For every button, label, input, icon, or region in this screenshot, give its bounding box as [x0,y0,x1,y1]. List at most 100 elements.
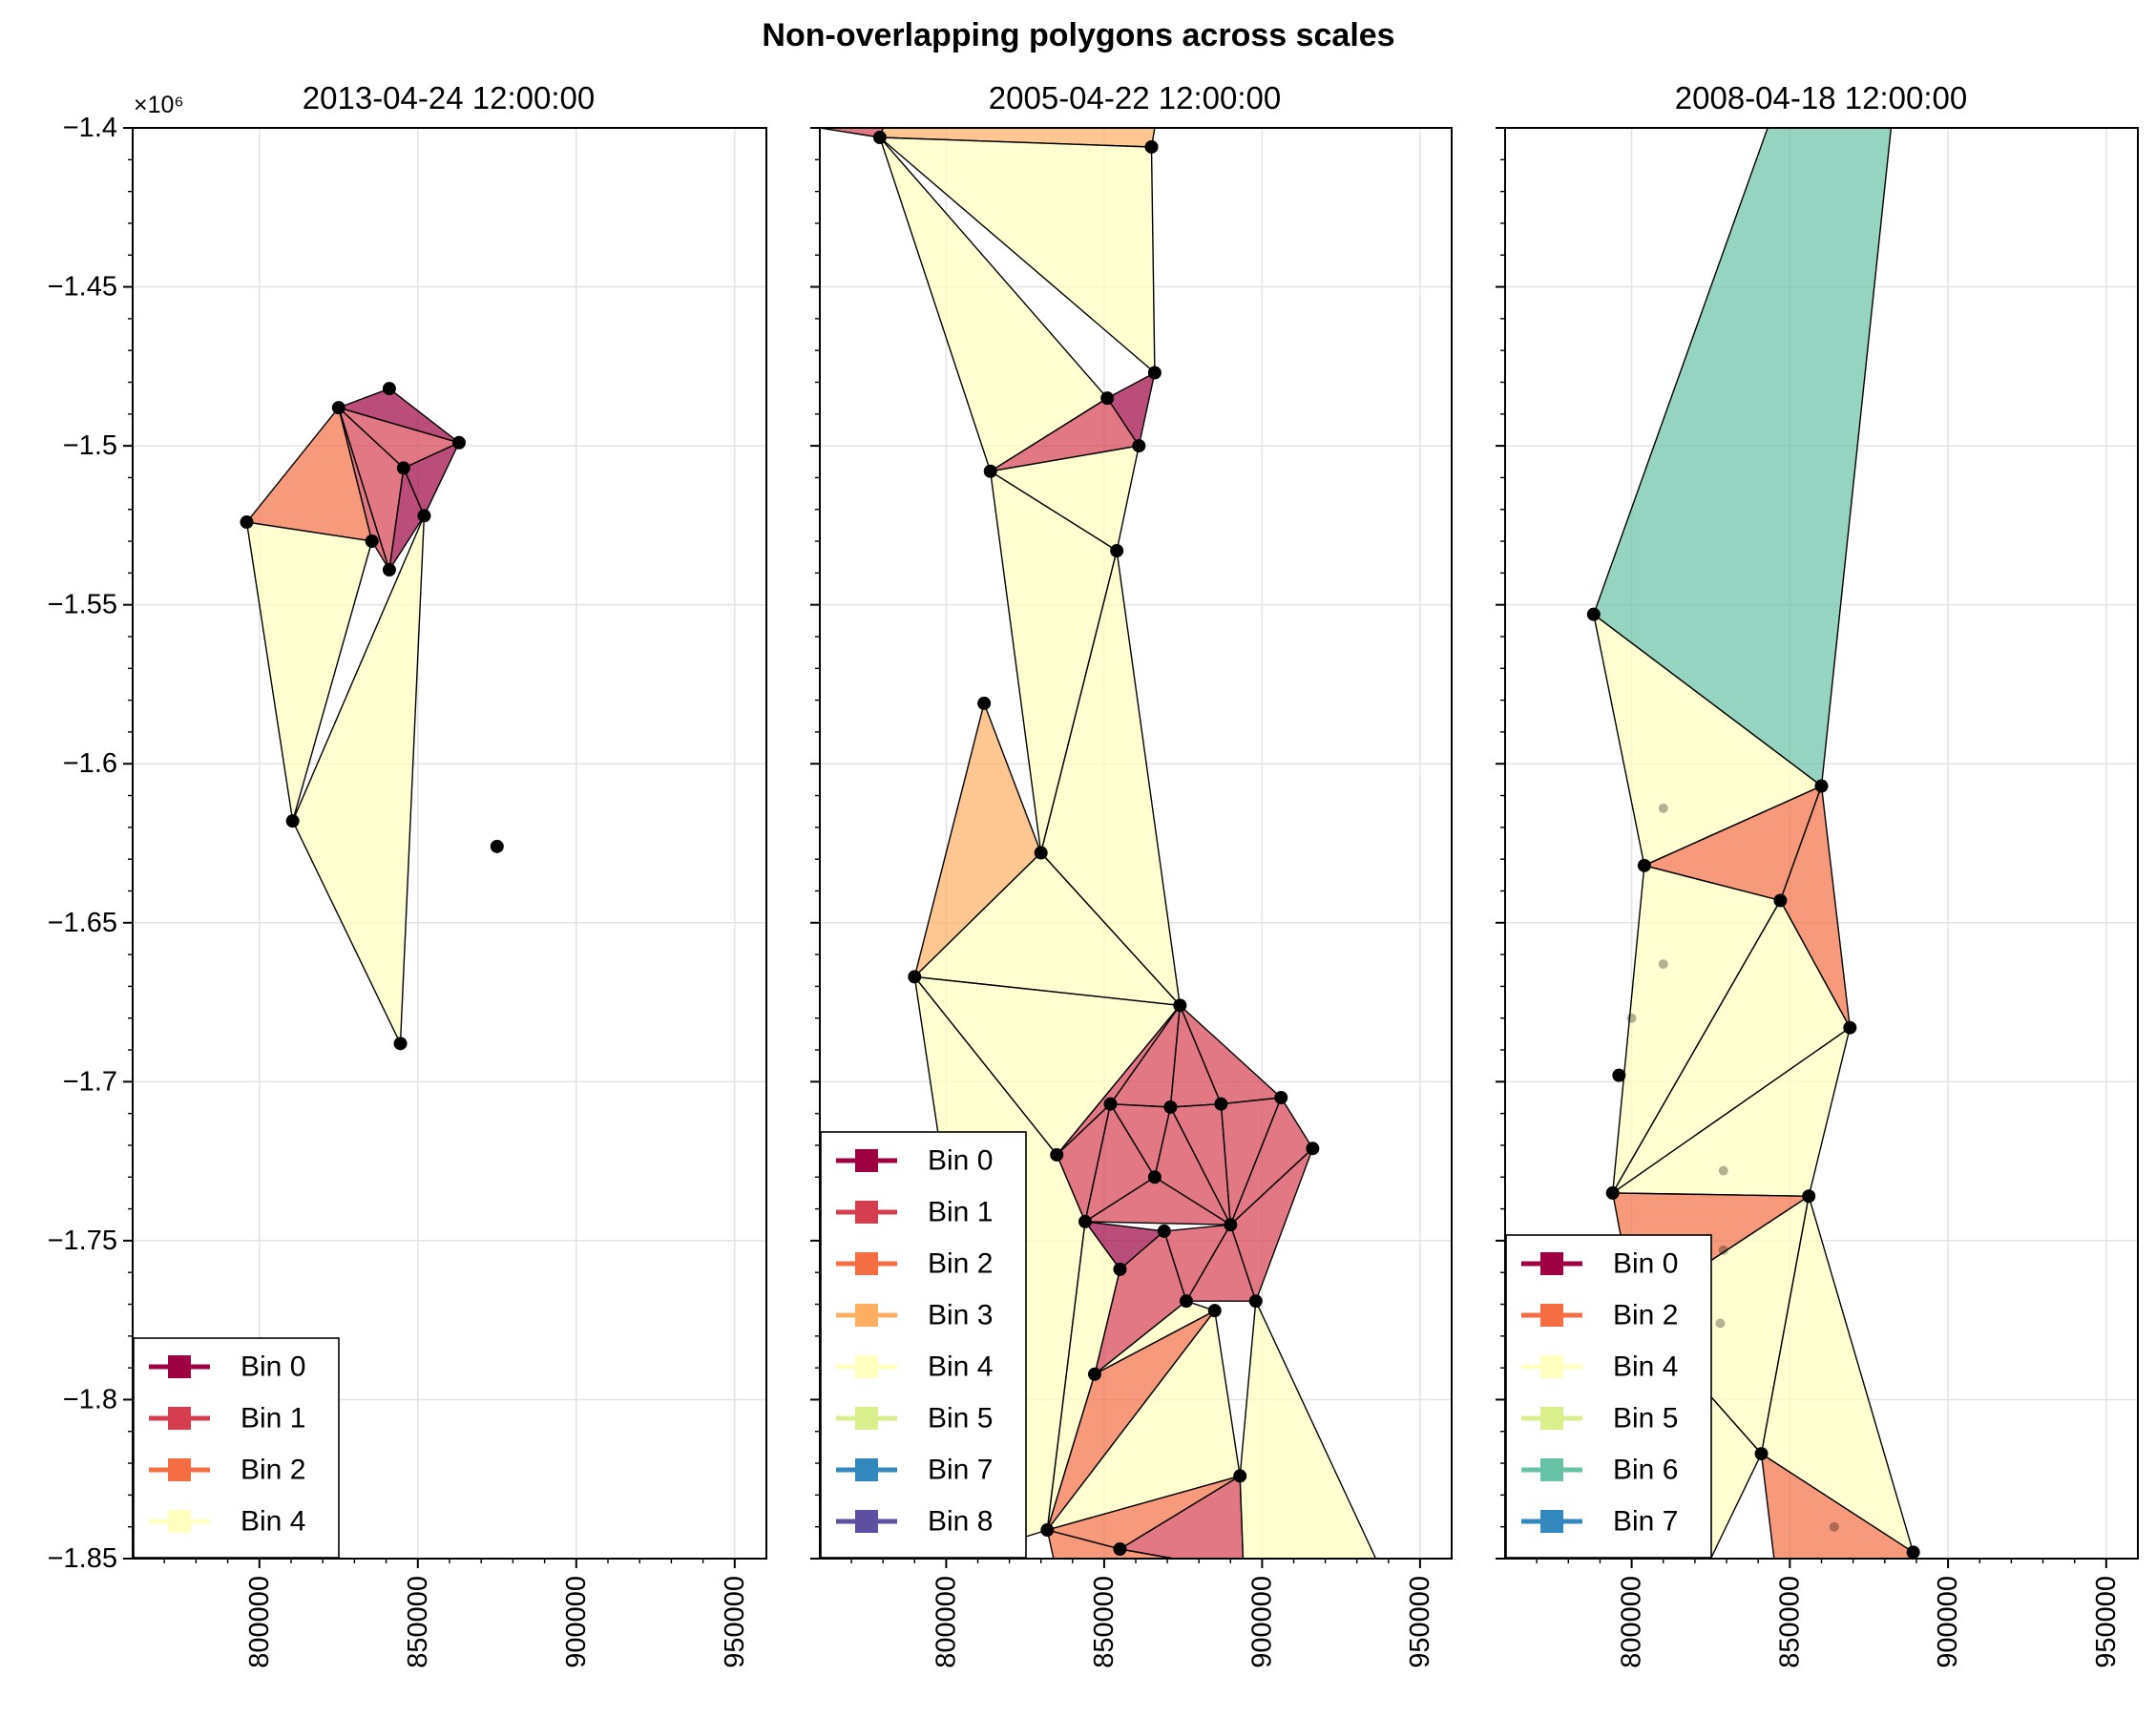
data-point [382,563,396,577]
data-point [1100,391,1115,406]
legend-marker [855,1201,878,1224]
legend-entry-label: Bin 6 [1613,1455,1678,1486]
legend-marker [168,1355,191,1378]
data-point [1173,998,1187,1013]
data-point [1773,893,1788,908]
panel-3: 2008-04-18 12:00:00 800000 850000 900000 95… [1496,80,2139,1668]
legend-marker [855,1252,878,1275]
panel-3-title: 2008-04-18 12:00:00 [1675,80,1967,115]
figure-title: Non-overlapping polygons across scales [762,17,1394,53]
data-point [1843,1020,1857,1035]
x-tick-label: 900000 [561,1576,592,1668]
data-point [1034,846,1048,860]
data-point [1113,1262,1127,1276]
faint-point [1658,959,1668,970]
legend-entry-label: Bin 4 [1613,1351,1678,1383]
x-tick-label: 850000 [1774,1576,1805,1668]
data-point [1110,544,1124,558]
legend-entry-label: Bin 1 [928,1197,993,1228]
data-point [1754,1447,1769,1461]
panel-2-title: 2005-04-22 12:00:00 [989,80,1281,115]
data-point [382,382,396,396]
panel-1-title: 2013-04-24 12:00:00 [303,80,595,115]
y-tick-label: −1.4 [63,113,117,143]
legend-marker [855,1458,878,1481]
data-point [240,515,254,530]
data-point [1179,1294,1193,1309]
data-point [1040,1523,1055,1538]
x-tick-label: 950000 [720,1576,750,1668]
legend-entry-label: Bin 2 [241,1455,305,1486]
data-point [1814,779,1829,793]
polygon-layer [245,388,460,1045]
x-tick-label: 850000 [403,1576,433,1668]
data-point [977,696,992,710]
legend-marker [1540,1252,1563,1275]
legend-marker [1540,1510,1563,1533]
data-point [1637,858,1651,872]
data-point [983,464,997,478]
polygon-bin-1 [1084,1176,1232,1226]
faint-point [1718,1245,1728,1255]
polygon-bin-4 [879,136,1156,374]
faint-point [1715,1318,1726,1329]
data-point [1087,1367,1101,1381]
panel-1: 2013-04-24 12:00:00 ×10⁶ 800000 850000 900… [48,80,767,1668]
y-axis [1496,127,1505,1560]
polygon-bin-2 [1760,1453,1915,1559]
x-tick-label: 900000 [1933,1576,1963,1668]
x-tick-label: 850000 [1089,1576,1120,1668]
y-tick-label: −1.6 [63,748,117,779]
data-point [396,461,410,475]
y-axis: −1.4 −1.45 −1.5 −1.55 −1.6 −1.65 −1.7 −1.75 −1.8… [48,113,133,1574]
legend-entry-label: Bin 0 [241,1351,305,1383]
legend-marker [168,1510,191,1533]
data-point [1306,1142,1320,1156]
point-layer [240,382,504,1051]
legend-marker [855,1407,878,1430]
legend-entry-label: Bin 8 [928,1506,993,1538]
data-point [1078,1214,1093,1228]
legend-box [820,1131,1027,1559]
data-point [1248,1294,1263,1309]
x-axis: 800000 850000 900000 950000 [1536,1559,2122,1668]
data-point [1274,1090,1288,1104]
legend-marker [168,1407,191,1430]
polygon-bin-2 [1046,1529,1175,1559]
data-point [1163,1100,1178,1114]
legend-entry-label: Bin 7 [928,1455,993,1486]
y-tick-label: −1.7 [63,1066,117,1097]
data-point [285,814,300,828]
legend-marker [1540,1355,1563,1378]
data-point [908,970,922,984]
polygon-bin-4 [245,521,373,822]
x-tick-label: 800000 [931,1576,961,1668]
data-point [365,534,379,549]
data-point [1612,1068,1626,1082]
legend-marker [1540,1304,1563,1327]
legend: Bin 0 Bin 1 Bin 2 Bin 3 Bin 4 Bin 5 Bin 7 Bin 8 [820,1131,1027,1559]
legend-marker [1540,1458,1563,1481]
legend-entry-label: Bin 7 [1613,1506,1678,1538]
data-point [1157,1224,1171,1238]
legend-marker [855,1304,878,1327]
x-tick-label: 800000 [1617,1576,1647,1668]
x-tick-label: 950000 [2091,1576,2122,1668]
legend-entry-label: Bin 5 [928,1403,993,1435]
legend-entry-label: Bin 0 [1613,1248,1678,1280]
y-axis [810,127,820,1560]
data-point [1132,439,1146,453]
y-tick-label: −1.65 [48,908,117,938]
y-tick-label: −1.55 [48,590,117,620]
data-point [1050,1147,1064,1162]
data-point [1906,1545,1920,1559]
y-tick-label: −1.5 [63,430,117,461]
data-point [1207,1304,1222,1318]
y-tick-label: −1.45 [48,272,117,303]
polygon-bin-1 [1185,1224,1257,1302]
data-point [451,435,466,450]
point-layer [872,130,1320,1557]
data-point [331,401,345,415]
legend-box [133,1337,340,1559]
